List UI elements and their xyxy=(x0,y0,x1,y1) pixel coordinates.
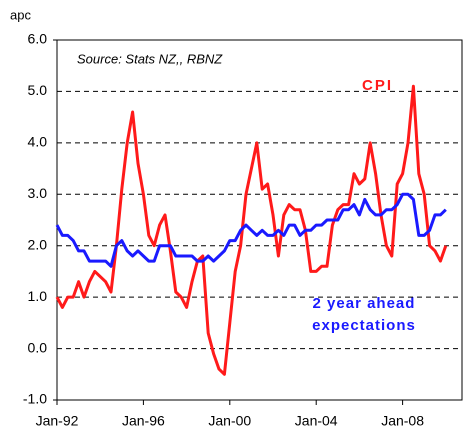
y-tick-label: 4.0 xyxy=(28,134,48,150)
cpi-annotation: CPI xyxy=(362,77,393,94)
x-tick-label: Jan-08 xyxy=(381,413,424,429)
x-tick-label: Jan-00 xyxy=(208,413,251,429)
y-tick-label: 2.0 xyxy=(28,236,48,252)
plot-frame xyxy=(56,39,463,401)
y-tick-label: 6.0 xyxy=(28,31,48,47)
y-tick-label: 3.0 xyxy=(28,185,48,201)
series-line xyxy=(55,192,447,268)
x-tick-label: Jan-96 xyxy=(122,413,165,429)
source-note: Source: Stats NZ,, RBNZ xyxy=(77,51,223,66)
y-tick-label: 1.0 xyxy=(28,288,48,304)
y-tick-label: 0.0 xyxy=(28,339,48,355)
y-tick-label: -1.0 xyxy=(23,391,47,407)
y-axis-label: apc xyxy=(10,7,31,22)
expectations-annotation: expectations xyxy=(312,317,416,334)
y-tick-label: 5.0 xyxy=(28,82,48,98)
x-tick-label: Jan-04 xyxy=(295,413,338,429)
x-tick-label: Jan-92 xyxy=(36,413,79,429)
expectations-annotation: 2 year ahead xyxy=(313,295,416,312)
